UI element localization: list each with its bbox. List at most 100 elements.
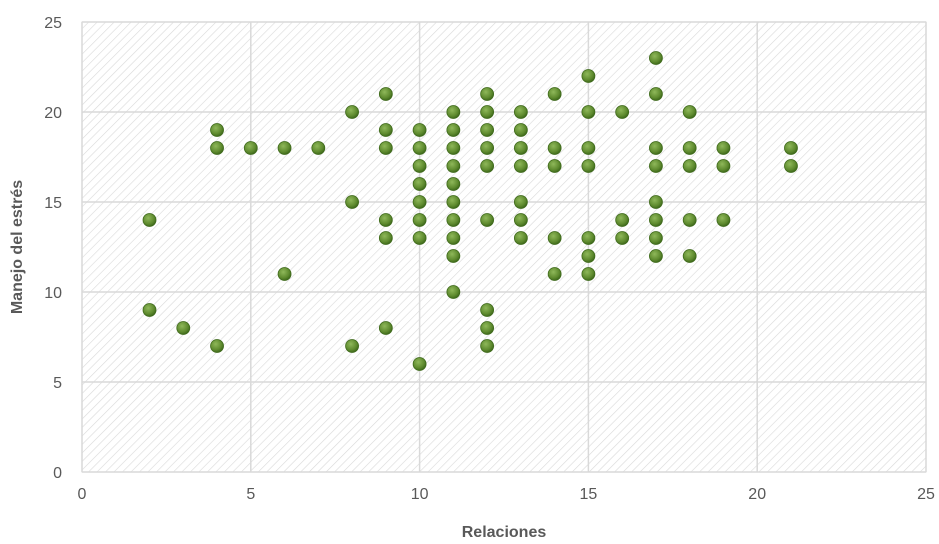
data-point <box>378 231 393 245</box>
data-point <box>412 141 427 155</box>
data-point <box>480 213 495 227</box>
data-point <box>446 213 461 227</box>
y-tick-label: 25 <box>44 15 62 32</box>
data-point <box>480 123 495 137</box>
x-tick-label: 5 <box>246 486 255 503</box>
plot-area <box>81 21 927 473</box>
data-point <box>682 141 697 155</box>
data-point <box>716 213 731 227</box>
data-point <box>412 195 427 209</box>
data-point <box>378 123 393 137</box>
y-axis-title: Manejo del estrés <box>9 180 26 314</box>
data-point <box>682 213 697 227</box>
data-point <box>649 159 663 173</box>
data-point <box>480 321 495 335</box>
data-point <box>277 141 292 155</box>
data-point <box>513 195 528 209</box>
data-point <box>446 141 461 155</box>
data-point <box>176 321 191 335</box>
data-point <box>210 141 224 155</box>
data-point <box>784 141 798 155</box>
data-point <box>547 87 562 101</box>
data-point <box>649 141 663 155</box>
data-point <box>378 321 393 335</box>
data-point <box>412 177 427 191</box>
data-point <box>243 141 258 155</box>
data-point <box>513 141 528 155</box>
data-point <box>649 249 663 263</box>
data-point <box>513 105 528 119</box>
data-point <box>716 141 731 155</box>
data-point <box>446 123 461 137</box>
data-point <box>581 105 596 119</box>
gridlines <box>81 21 927 473</box>
y-tick-label: 15 <box>44 195 62 212</box>
data-point <box>277 267 292 281</box>
data-point <box>649 213 663 227</box>
data-point <box>513 159 528 173</box>
data-point <box>142 213 157 227</box>
data-point <box>412 231 427 245</box>
data-point <box>446 231 461 245</box>
data-point <box>345 105 359 119</box>
data-point <box>480 303 495 317</box>
data-point <box>378 141 393 155</box>
data-point <box>412 357 427 371</box>
data-point <box>716 159 731 173</box>
data-point <box>581 159 596 173</box>
data-point <box>547 159 562 173</box>
data-point <box>649 51 663 65</box>
data-point <box>547 267 562 281</box>
x-tick-label: 25 <box>917 486 935 503</box>
data-point <box>412 159 427 173</box>
data-point <box>446 159 461 173</box>
data-point <box>682 159 697 173</box>
y-tick-label: 5 <box>53 375 62 392</box>
data-point <box>480 141 495 155</box>
y-tick-label: 10 <box>44 285 62 302</box>
data-point <box>682 105 697 119</box>
data-points <box>142 51 798 371</box>
data-point <box>615 105 630 119</box>
data-point <box>682 249 697 263</box>
data-point <box>412 213 427 227</box>
data-point <box>345 195 359 209</box>
data-point <box>480 87 495 101</box>
data-point <box>446 105 461 119</box>
data-point <box>480 159 495 173</box>
data-point <box>547 231 562 245</box>
data-point <box>446 249 461 263</box>
x-axis-title: Relaciones <box>462 524 547 541</box>
data-point <box>581 69 596 83</box>
data-point <box>513 213 528 227</box>
data-point <box>784 159 798 173</box>
data-point <box>345 339 359 353</box>
data-point <box>378 87 393 101</box>
x-tick-label: 0 <box>78 486 87 503</box>
data-point <box>446 285 461 299</box>
data-point <box>581 141 596 155</box>
data-point <box>649 195 663 209</box>
axes: 0 5 10 15 20 25 0 5 10 15 20 25 <box>44 15 935 503</box>
data-point <box>513 123 528 137</box>
data-point <box>513 231 528 245</box>
data-point <box>649 87 663 101</box>
x-tick-label: 10 <box>411 486 429 503</box>
data-point <box>547 141 562 155</box>
data-point <box>581 267 596 281</box>
data-point <box>649 231 663 245</box>
y-tick-label: 0 <box>53 465 62 482</box>
x-tick-label: 20 <box>748 486 766 503</box>
data-point <box>480 105 495 119</box>
data-point <box>446 177 461 191</box>
data-point <box>142 303 157 317</box>
data-point <box>311 141 326 155</box>
data-point <box>480 339 495 353</box>
data-point <box>615 213 630 227</box>
x-tick-label: 15 <box>580 486 598 503</box>
data-point <box>615 231 630 245</box>
y-tick-label: 20 <box>44 105 62 122</box>
data-point <box>412 123 427 137</box>
